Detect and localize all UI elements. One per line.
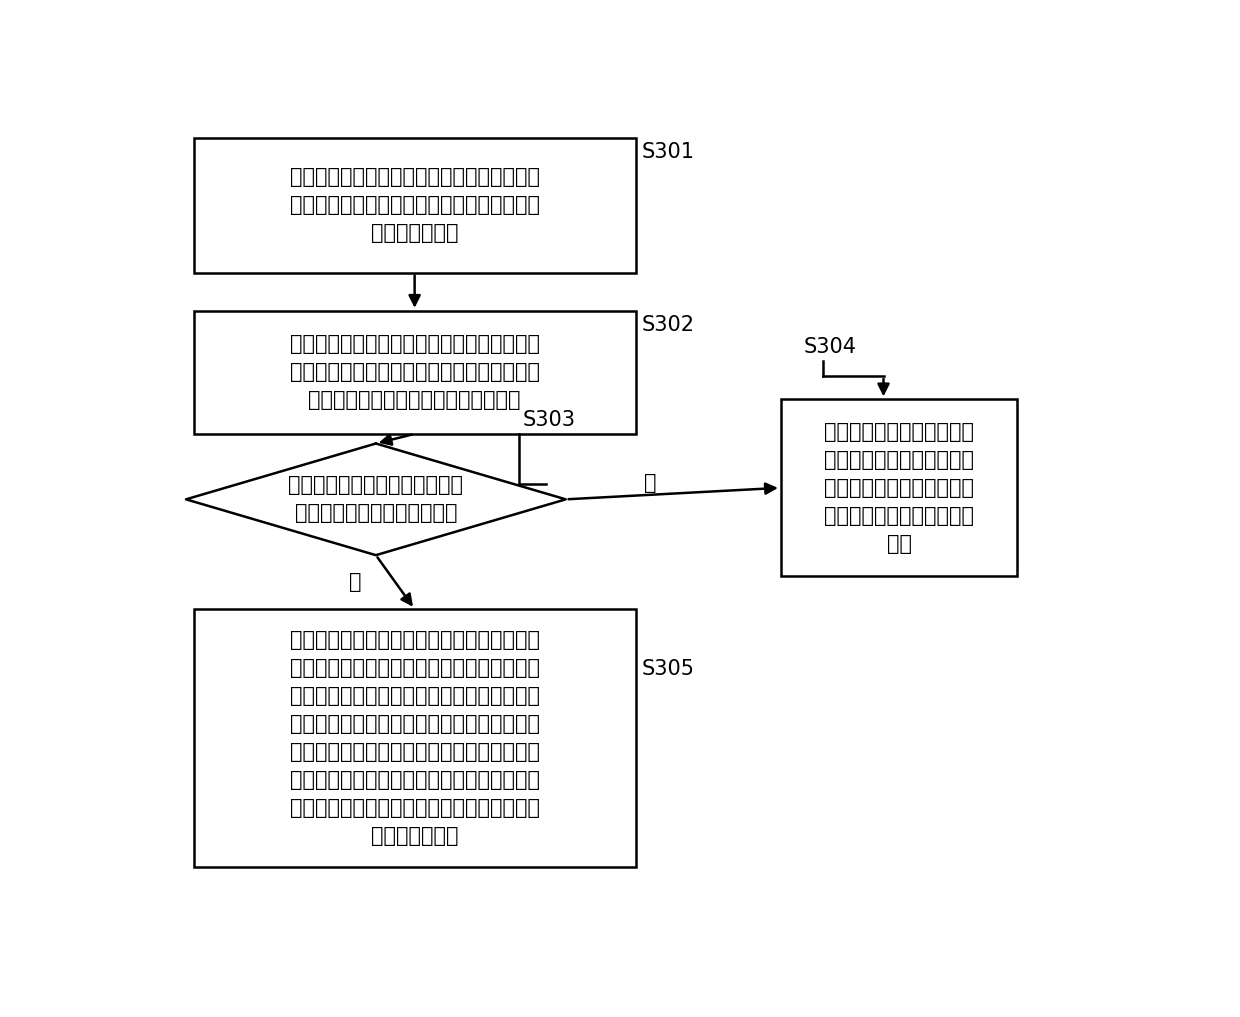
Text: 否: 否	[644, 473, 656, 493]
Polygon shape	[186, 443, 565, 555]
Text: S304: S304	[804, 337, 857, 357]
Bar	[193, 138, 635, 273]
Text: 在每个预定周期内，从第二类统计信息中，获
取在当前周期内进入目标区域的第二车辆的车
辆标识和时间点: 在每个预定周期内，从第二类统计信息中，获 取在当前周期内进入目标区域的第二车辆的…	[290, 167, 539, 243]
Bar	[781, 400, 1017, 577]
Text: 在每个预定周期的结束时刻，从所获取的第二
车辆标识和时间点中，确定每一第二车辆的车
辆标识和该车辆标识对应的最晚时间点: 在每个预定周期的结束时刻，从所获取的第二 车辆标识和时间点中，确定每一第二车辆的…	[290, 335, 539, 410]
Text: S303: S303	[523, 411, 577, 430]
Text: S305: S305	[642, 659, 694, 679]
Text: 针对第一类统计信息中包含所获取的第二车辆
的车辆标识的每一统计条目，将该统计条目中
的时间点更新为：该统计条目中车辆标识所对
应的最晚时间点；针对车辆标识未包含: 针对第一类统计信息中包含所获取的第二车辆 的车辆标识的每一统计条目，将该统计条目…	[290, 631, 539, 846]
Bar	[193, 310, 635, 434]
Text: 在每个预定周期的结束时刻，判
断是否存储有第一类统计信息: 在每个预定周期的结束时刻，判 断是否存储有第一类统计信息	[289, 475, 464, 524]
Text: S302: S302	[642, 314, 694, 335]
Text: 是: 是	[350, 573, 362, 592]
Text: S301: S301	[642, 141, 694, 162]
Bar	[193, 609, 635, 868]
Text: 分别将所获取的每一第二车
辆的车辆标识和该车辆标识
对应的最晚时间点作为一条
统计条目，得到第一类统计
信息: 分别将所获取的每一第二车 辆的车辆标识和该车辆标识 对应的最晚时间点作为一条 统…	[825, 422, 973, 554]
